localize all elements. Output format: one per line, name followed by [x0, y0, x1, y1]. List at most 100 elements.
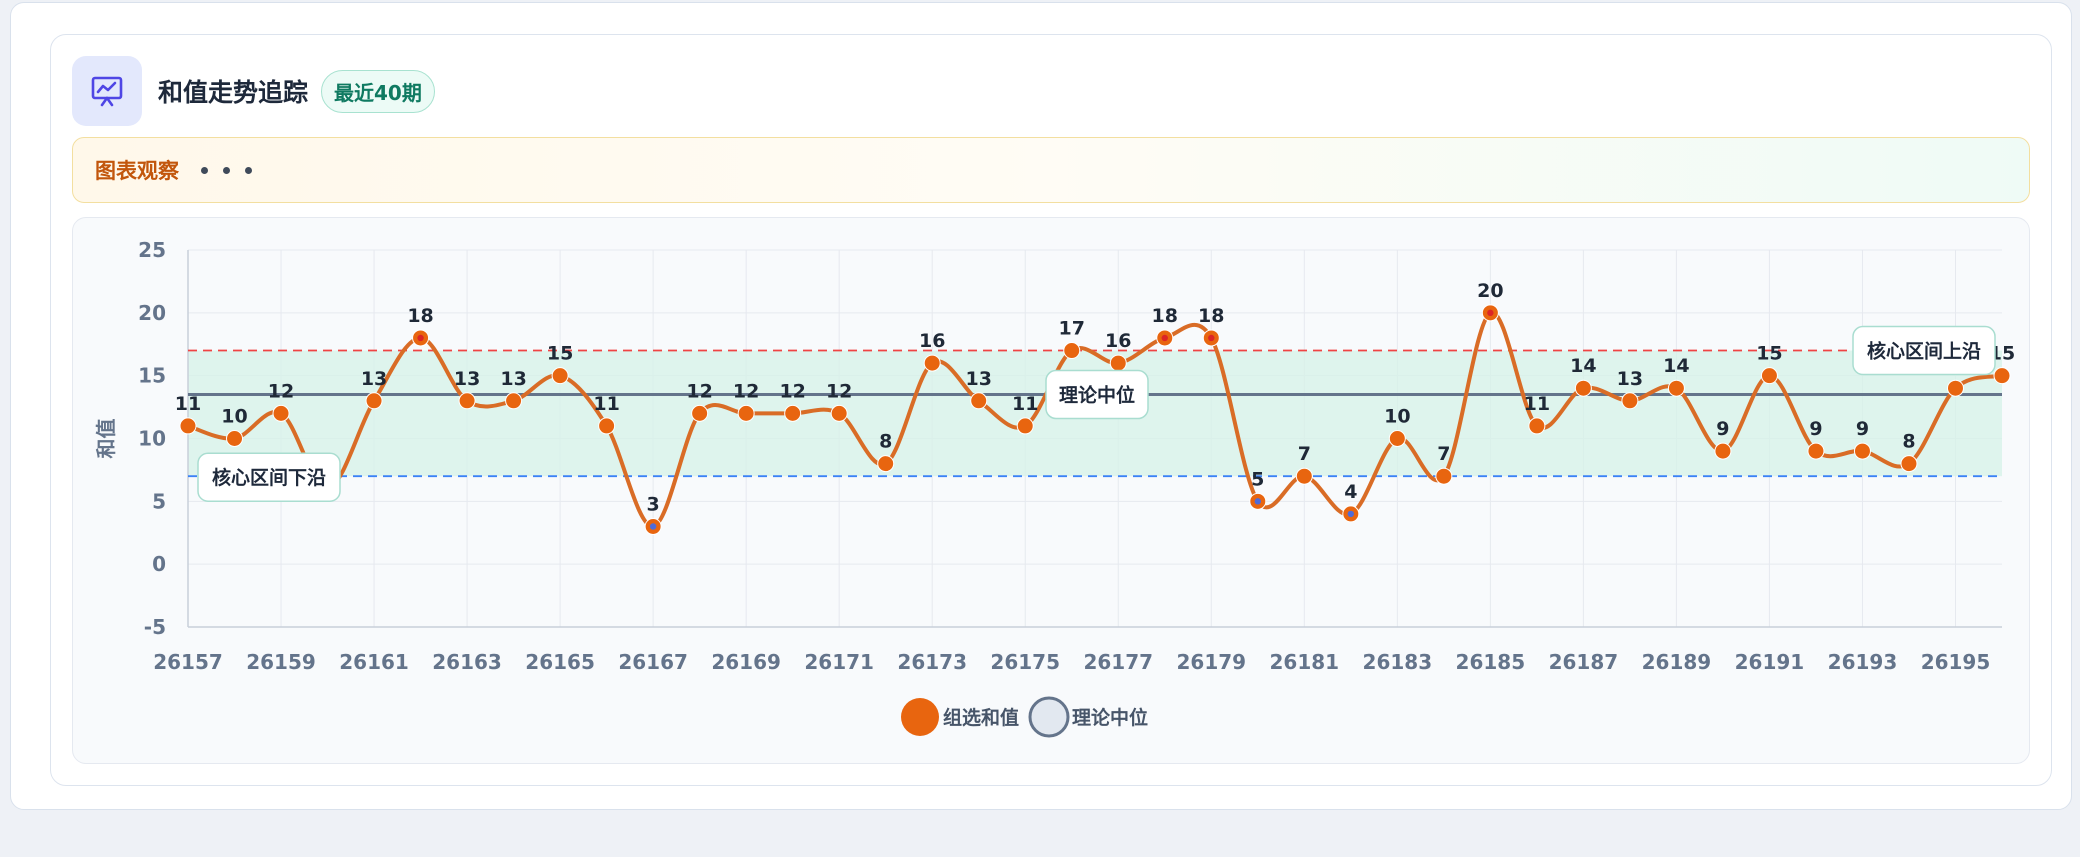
legend-swatch-series	[901, 698, 939, 736]
annotation-text: 理论中位	[1059, 384, 1135, 407]
annotation-box	[1045, 369, 1149, 420]
data-point	[272, 404, 290, 422]
data-label: 3	[647, 493, 660, 515]
legend-label: 组选和值	[943, 706, 1019, 729]
data-point	[784, 404, 802, 422]
data-point	[505, 392, 523, 410]
x-tick-label: 26193	[1828, 650, 1898, 674]
x-tick-label: 26183	[1363, 650, 1433, 674]
annotation-callout: 核心区间上沿	[1852, 325, 1996, 376]
data-point	[1621, 392, 1639, 410]
data-point	[1574, 379, 1592, 397]
data-label: 12	[733, 380, 759, 402]
data-label: 8	[879, 431, 892, 453]
page-frame: 和值走势追踪 最近40期 图表观察 -5 0 5 10 15 20 25 和值 26157 261…	[10, 2, 2072, 810]
data-label: 4	[1344, 481, 1357, 503]
x-tick-label: 26195	[1921, 650, 1991, 674]
annotation-text: 核心区间下沿	[212, 466, 326, 489]
y-tick-label: 10	[138, 427, 166, 451]
data-label: 18	[1198, 305, 1224, 327]
data-point	[970, 392, 988, 410]
data-label: 7	[1437, 443, 1450, 465]
data-label: 14	[1663, 355, 1689, 377]
x-tick-label: 26171	[804, 650, 874, 674]
x-tick-label: 26189	[1642, 650, 1712, 674]
data-point	[877, 455, 895, 473]
y-tick-label: 0	[152, 552, 166, 576]
data-label: 14	[1570, 355, 1596, 377]
data-point	[458, 392, 476, 410]
data-label: 18	[1152, 305, 1178, 327]
x-tick-label: 26169	[711, 650, 781, 674]
data-point	[1853, 442, 1871, 460]
x-tick-label: 26167	[618, 650, 688, 674]
data-point	[1063, 342, 1081, 360]
data-point	[1946, 379, 1964, 397]
data-point	[691, 404, 709, 422]
data-point	[551, 367, 569, 385]
data-point-high-marker	[1487, 309, 1494, 317]
observation-label: 图表观察	[95, 159, 179, 183]
data-point	[1667, 379, 1685, 397]
data-label: 5	[1251, 468, 1264, 490]
y-tick-label: 15	[138, 364, 166, 388]
x-tick-label: 26163	[432, 650, 502, 674]
data-point-high-marker	[1208, 334, 1215, 342]
more-dots-icon[interactable]	[201, 166, 252, 174]
data-label: 13	[965, 368, 991, 390]
annotation-box	[1852, 325, 1996, 376]
data-label: 13	[361, 368, 387, 390]
x-tick-label: 26187	[1549, 650, 1619, 674]
data-label: 16	[1105, 330, 1131, 352]
data-point-high-marker	[417, 334, 424, 342]
data-point	[1807, 442, 1825, 460]
legend-label: 理论中位	[1072, 706, 1148, 729]
x-tick-label: 26181	[1270, 650, 1340, 674]
annotation-text: 核心区间上沿	[1867, 340, 1981, 363]
x-tick-label: 26175	[990, 650, 1060, 674]
legend-swatch-median	[1028, 696, 1070, 738]
data-label: 13	[1617, 368, 1643, 390]
data-label: 15	[547, 343, 573, 365]
data-label: 10	[221, 406, 247, 428]
observation-bar[interactable]: 图表观察	[72, 137, 2030, 203]
card-header: 和值走势追踪 最近40期	[72, 56, 435, 126]
data-label: 16	[919, 330, 945, 352]
x-tick-label: 26157	[153, 650, 223, 674]
data-label: 18	[407, 305, 433, 327]
data-label: 11	[1012, 393, 1038, 415]
data-label: 11	[175, 393, 201, 415]
x-tick-label: 26185	[1456, 650, 1526, 674]
annotation-callout: 理论中位	[1045, 369, 1149, 420]
annotation-box	[197, 452, 341, 502]
x-tick-label: 26165	[525, 650, 595, 674]
data-label: 9	[1856, 418, 1869, 440]
data-point	[1528, 417, 1546, 435]
y-tick-label: -5	[144, 615, 166, 639]
data-point	[1435, 467, 1453, 485]
data-point	[1760, 367, 1778, 385]
period-badge: 最近40期	[321, 69, 435, 113]
y-tick-label: 20	[138, 301, 166, 325]
data-point	[737, 404, 755, 422]
x-tick-label: 26177	[1083, 650, 1153, 674]
data-label: 11	[593, 393, 619, 415]
legend: 组选和值 理论中位	[901, 696, 1148, 738]
data-point	[1993, 367, 2011, 385]
data-point	[598, 417, 616, 435]
x-tick-label: 26191	[1735, 650, 1805, 674]
data-label: 12	[268, 380, 294, 402]
data-point-low-marker	[1347, 510, 1355, 518]
page-title: 和值走势追踪	[158, 78, 309, 107]
data-point	[1295, 467, 1313, 485]
annotation-callout: 核心区间下沿	[197, 452, 341, 502]
x-tick-label: 26161	[339, 650, 409, 674]
data-label: 12	[779, 380, 805, 402]
data-label: 8	[1902, 431, 1915, 453]
data-point	[1900, 455, 1918, 473]
data-point	[1388, 430, 1406, 447]
data-point	[923, 354, 941, 372]
data-label: 13	[454, 368, 480, 390]
data-label: 12	[686, 380, 712, 402]
data-label: 17	[1059, 318, 1085, 340]
